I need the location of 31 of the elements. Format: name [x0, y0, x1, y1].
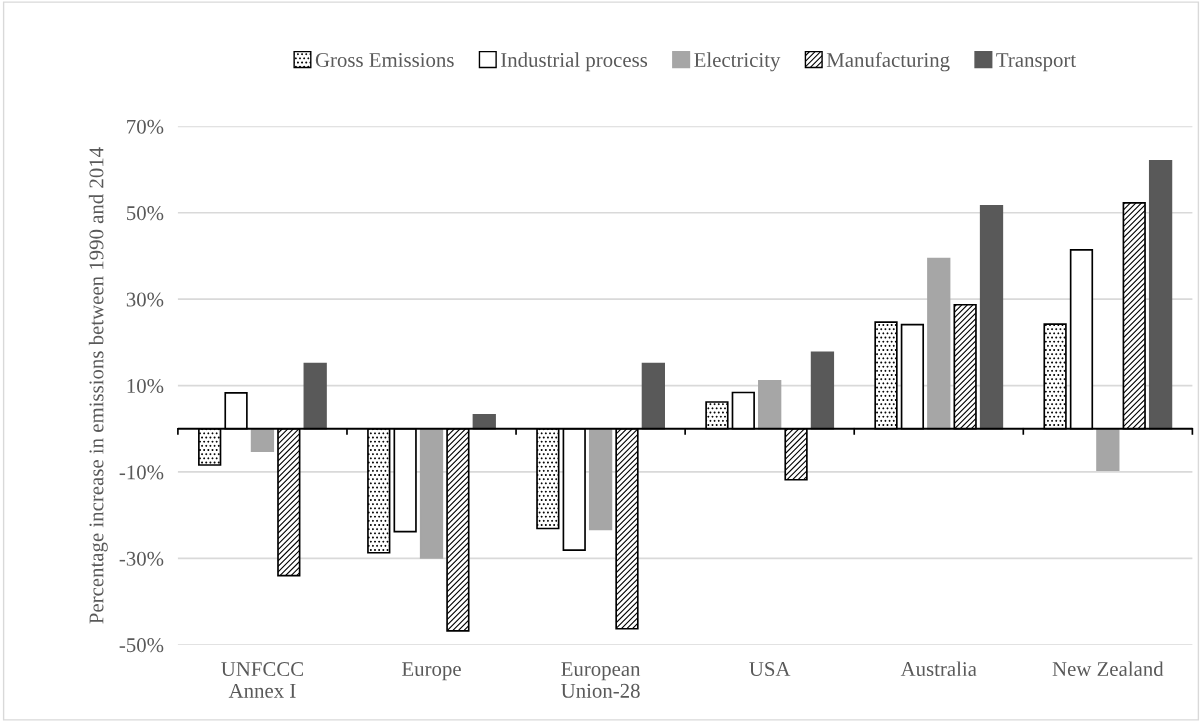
bar [303, 362, 327, 430]
bar [641, 362, 666, 430]
legend-label: Electricity [694, 52, 781, 72]
x-tick-label: European Union-28 [561, 662, 641, 698]
y-tick-label: 70% [127, 119, 164, 134]
legend-label: Industrial process [501, 52, 648, 72]
y-tick-label: 10% [127, 378, 164, 394]
y-axis-title: Percentage increase in emissions between 1990 and 2014 [88, 147, 108, 624]
y-tick-label: -10% [119, 465, 164, 480]
bar [588, 427, 613, 531]
x-tick-label: Europe [402, 662, 461, 681]
bar [419, 427, 444, 559]
bar [758, 379, 782, 430]
y-tick-label: 50% [127, 206, 164, 221]
bar [979, 205, 1004, 430]
y-tick-label: -50% [119, 638, 164, 653]
legend-label: Gross Emissions [315, 53, 454, 68]
bar [1096, 427, 1120, 472]
legend-label: Transport [996, 53, 1077, 72]
x-tick-label: UNFCCC Annex I [221, 662, 303, 698]
legend-label: Manufacturing [826, 52, 950, 72]
bar [810, 351, 835, 430]
x-tick-label: USA [749, 662, 791, 677]
bar [927, 257, 951, 430]
x-tick-label: New Zealand [1052, 661, 1164, 677]
y-tick-label: -30% [119, 551, 164, 566]
bar [472, 414, 496, 430]
y-tick-label: 30% [126, 292, 164, 307]
bar [250, 427, 275, 453]
bar [1148, 160, 1173, 430]
x-tick-label: Australia [900, 661, 977, 677]
